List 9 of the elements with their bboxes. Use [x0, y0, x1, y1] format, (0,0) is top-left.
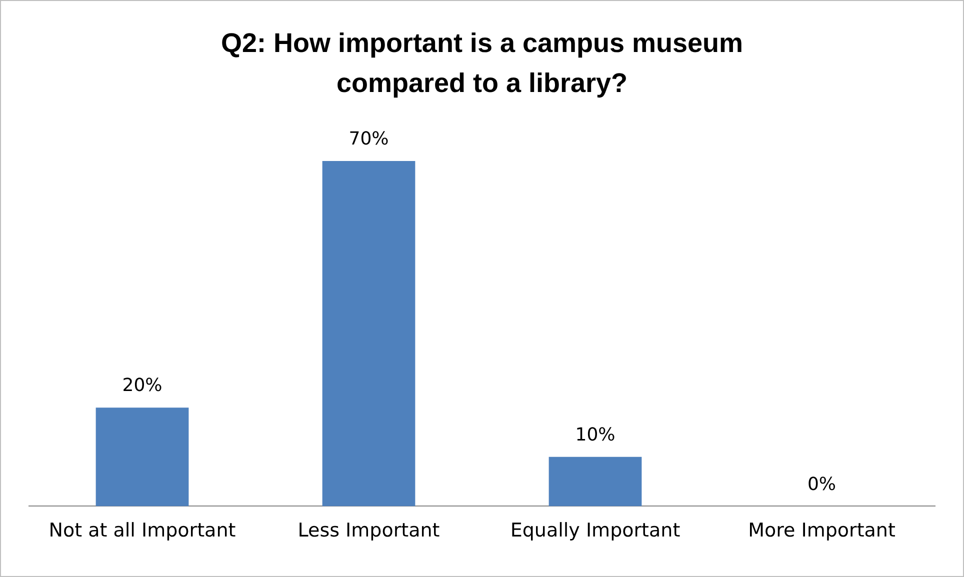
data-label: 10% [575, 424, 616, 446]
x-tick-label: Equally Important [510, 520, 680, 542]
x-tick-label: Not at all Important [48, 520, 236, 542]
data-label: 0% [807, 474, 836, 495]
x-tick-label: Less Important [298, 520, 440, 542]
chart-title: Q2: How important is a campus museum compared to a library? [220, 27, 744, 100]
x-tick-label: More Important [748, 520, 896, 542]
data-label: 20% [122, 375, 162, 396]
data-label: 70% [348, 128, 389, 150]
